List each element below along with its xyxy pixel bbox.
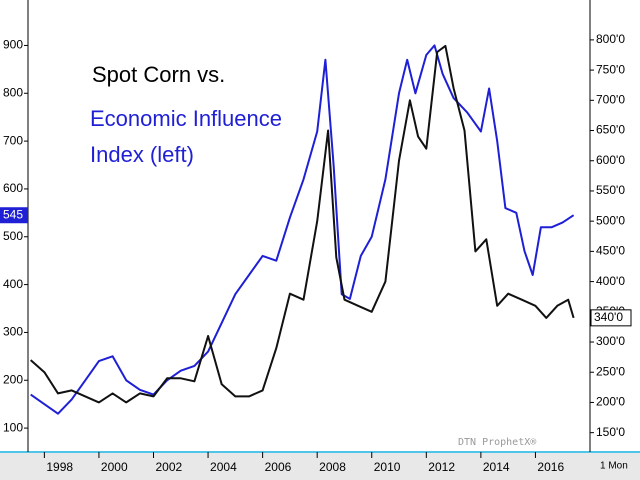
series-line	[30, 44, 575, 415]
y2-tick-label: 750'0	[596, 62, 625, 76]
y2-tick-label: 500'0	[596, 213, 625, 227]
x-tick-label: 2008	[319, 460, 346, 474]
x-axis-band	[0, 452, 640, 480]
y-tick-label: 100	[3, 420, 23, 434]
period-label: 1 Mon	[600, 461, 628, 472]
y-tick-label: 300	[3, 325, 23, 339]
y-tick-label: 500	[3, 229, 23, 243]
y2-tick-label: 200'0	[596, 395, 625, 409]
y2-tick-label: 550'0	[596, 183, 625, 197]
chart-subtitle: Economic Influence	[90, 106, 282, 131]
x-tick-label: 2006	[265, 460, 292, 474]
y2-tick-label: 700'0	[596, 92, 625, 106]
last-value-label: 340'0	[594, 310, 623, 324]
chart-subtitle: Index (left)	[90, 142, 194, 167]
y2-tick-label: 650'0	[596, 123, 625, 137]
y2-tick-label: 600'0	[596, 153, 625, 167]
y-tick-label: 800	[3, 85, 23, 99]
y-tick-label: 900	[3, 38, 23, 52]
x-tick-label: 2002	[155, 460, 182, 474]
x-tick-label: 2012	[428, 460, 455, 474]
x-tick-label: 2014	[483, 460, 510, 474]
y-tick-label: 600	[3, 181, 23, 195]
y-tick-label: 400	[3, 277, 23, 291]
y-tick-label: 700	[3, 133, 23, 147]
x-tick-label: 1998	[46, 460, 73, 474]
last-value-label: 545	[3, 207, 23, 221]
y2-tick-label: 250'0	[596, 364, 625, 378]
last-value-box	[590, 309, 632, 327]
watermark: DTN ProphetX®	[458, 437, 537, 448]
y2-tick-label: 800'0	[596, 32, 625, 46]
x-tick-label: 2004	[210, 460, 237, 474]
series-line	[30, 44, 575, 404]
x-tick-label: 2010	[374, 460, 401, 474]
y2-tick-label: 300'0	[596, 334, 625, 348]
x-tick-label: 2000	[101, 460, 128, 474]
y2-tick-label: 450'0	[596, 244, 625, 258]
last-value-box	[0, 207, 28, 224]
chart-title: Spot Corn vs.	[92, 62, 225, 87]
y-tick-label: 200	[3, 372, 23, 386]
y2-tick-label: 400'0	[596, 274, 625, 288]
x-tick-label: 2016	[537, 460, 564, 474]
y2-tick-label: 150'0	[596, 425, 625, 439]
